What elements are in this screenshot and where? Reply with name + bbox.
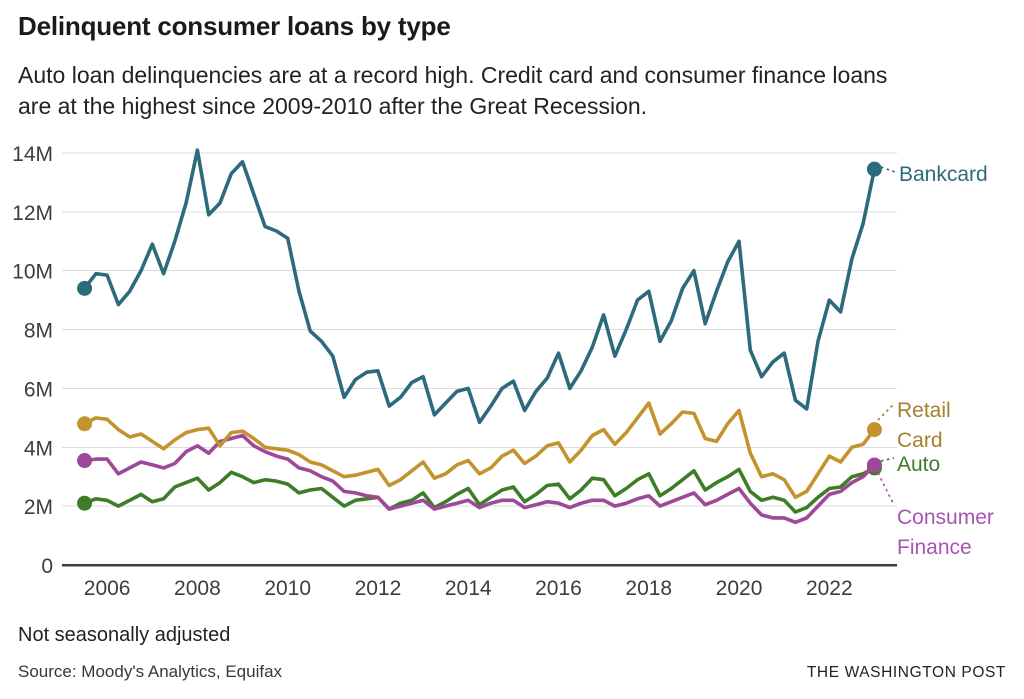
series-label-consumer-finance: Finance xyxy=(897,536,972,559)
series-label-retail-card: Card xyxy=(897,429,943,452)
leader-line-bankcard xyxy=(880,166,896,173)
y-tick-label: 8M xyxy=(24,320,53,343)
x-tick-label: 2014 xyxy=(445,577,492,600)
x-tick-label: 2016 xyxy=(535,577,582,600)
x-tick-label: 2012 xyxy=(355,577,402,600)
leader-line-retail-card xyxy=(877,404,894,421)
series-label-consumer-finance: Consumer xyxy=(897,506,994,529)
y-tick-label: 4M xyxy=(24,437,53,460)
x-tick-label: 2008 xyxy=(174,577,221,600)
series-start-dot-bankcard xyxy=(77,280,93,296)
y-tick-label: 6M xyxy=(24,378,53,401)
chart-footnote: Not seasonally adjusted xyxy=(18,624,231,646)
series-end-dot-retail-card xyxy=(866,422,882,438)
x-tick-label: 2022 xyxy=(806,577,853,600)
series-line-retail-card xyxy=(82,401,877,500)
x-tick-label: 2018 xyxy=(625,577,672,600)
series-label-auto: Auto xyxy=(897,453,940,476)
y-tick-label: 14M xyxy=(12,143,53,166)
page-title: Delinquent consumer loans by type xyxy=(18,11,451,41)
series-label-bankcard: Bankcard xyxy=(899,163,988,186)
series-label-retail-card: Retail xyxy=(897,399,951,422)
source-credit: Source: Moody's Analytics, Equifax xyxy=(18,662,283,681)
y-tick-label: 0 xyxy=(41,555,53,578)
series-start-dot-consumer-finance xyxy=(77,453,93,469)
series-line-consumer-finance xyxy=(82,433,877,525)
chart-subtitle: Auto loan delinquencies are at a record … xyxy=(18,62,888,119)
y-tick-label: 12M xyxy=(12,202,53,225)
leader-line-consumer-finance xyxy=(877,472,895,506)
series-start-dot-auto xyxy=(77,495,93,511)
x-tick-label: 2020 xyxy=(716,577,763,600)
x-tick-label: 2010 xyxy=(264,577,311,600)
series-end-dot-bankcard xyxy=(866,161,882,177)
y-tick-label: 10M xyxy=(12,261,53,284)
series-end-dot-consumer-finance xyxy=(866,457,882,473)
series-line-bankcard xyxy=(82,148,877,425)
y-tick-label: 2M xyxy=(24,496,53,519)
x-tick-label: 2006 xyxy=(84,577,131,600)
publisher-attribution: THE WASHINGTON POST xyxy=(806,664,1006,681)
series-start-dot-retail-card xyxy=(77,416,93,432)
series-line-auto xyxy=(82,466,877,514)
leader-line-auto xyxy=(880,457,895,462)
